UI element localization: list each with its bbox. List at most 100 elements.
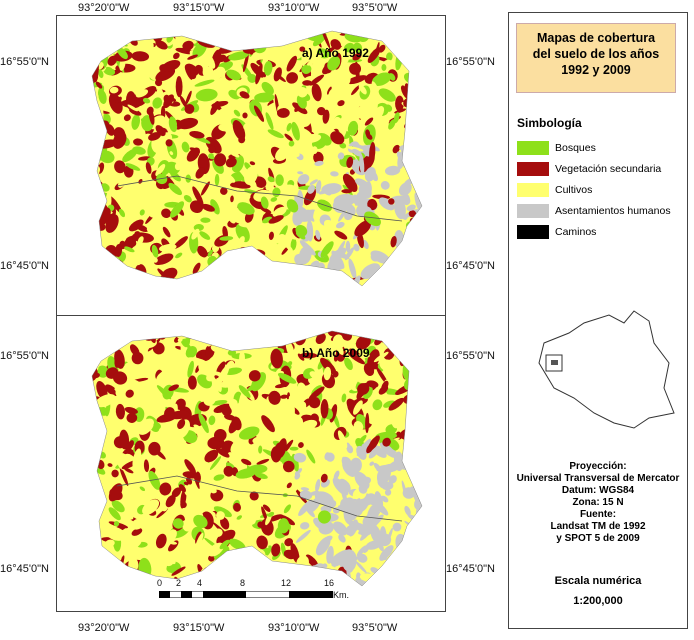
land-cover-patch — [167, 540, 178, 545]
land-cover-patch — [322, 109, 330, 124]
land-cover-patch — [92, 580, 100, 586]
panel-title: a) Año 1992 — [302, 46, 369, 60]
land-cover-patch — [171, 566, 186, 576]
land-cover-patch — [341, 189, 353, 194]
land-cover-patch — [375, 31, 382, 36]
land-cover-patch — [108, 483, 123, 502]
land-cover-patch — [388, 397, 405, 411]
land-cover-patch — [388, 272, 398, 284]
land-cover-patch — [162, 284, 168, 286]
land-cover-patch — [153, 253, 174, 266]
land-cover-patch — [198, 331, 214, 335]
land-cover-patch — [373, 96, 378, 114]
land-cover-patch — [297, 382, 307, 395]
land-cover-patch — [213, 403, 232, 414]
land-cover-patch — [414, 101, 422, 118]
land-cover-patch — [300, 522, 310, 530]
land-cover-patch — [381, 331, 398, 342]
land-cover-patch — [98, 69, 104, 79]
land-cover-patch — [412, 377, 422, 388]
lat-label: 16°55'0"N — [446, 56, 495, 68]
land-cover-patch — [115, 244, 123, 257]
land-cover-patch — [392, 144, 400, 154]
land-cover-patch — [230, 385, 235, 400]
land-cover-patch — [144, 278, 152, 286]
land-cover-patch — [157, 201, 165, 209]
legend-label: Bosques — [555, 142, 596, 154]
land-cover-patch — [388, 119, 396, 130]
land-cover-patch — [134, 331, 139, 339]
land-cover-patch — [382, 437, 391, 447]
land-cover-patch — [343, 458, 350, 467]
land-cover-patch — [287, 486, 298, 494]
land-cover-patch — [92, 514, 97, 525]
land-cover-patch — [184, 459, 196, 475]
land-cover-map-1992 — [91, 30, 423, 287]
land-cover-patch — [384, 104, 393, 112]
land-cover-patch — [265, 273, 283, 283]
land-cover-patch — [191, 331, 204, 333]
land-cover-patch — [408, 50, 419, 65]
land-cover-patch — [98, 331, 104, 333]
land-cover-patch — [178, 484, 186, 493]
land-cover-patch — [191, 228, 200, 240]
land-cover-patch — [295, 331, 308, 337]
land-cover-patch — [208, 554, 215, 562]
land-cover-patch — [371, 72, 392, 86]
land-cover-patch — [181, 281, 187, 286]
land-cover-patch — [298, 499, 313, 517]
land-cover-patch — [92, 552, 99, 565]
land-cover-patch — [402, 487, 415, 499]
land-cover-patch — [178, 445, 186, 452]
land-cover-patch — [398, 260, 410, 276]
land-cover-patch — [295, 529, 311, 543]
land-cover-patch — [273, 67, 282, 82]
land-cover-patch — [420, 438, 422, 460]
land-cover-patch — [92, 52, 94, 66]
land-cover-patch — [174, 161, 183, 171]
land-cover-patch — [330, 281, 339, 286]
land-cover-patch — [392, 522, 402, 532]
land-cover-patch — [346, 31, 355, 34]
land-cover-patch — [95, 394, 116, 408]
legend-title: Mapas de cobertura del suelo de los años… — [516, 23, 676, 93]
land-cover-patch — [227, 269, 238, 276]
land-cover-patch — [107, 446, 115, 455]
land-cover-patch — [346, 75, 367, 85]
land-cover-patch — [384, 322, 396, 331]
land-cover-patch — [103, 66, 116, 76]
land-cover-patch — [409, 50, 418, 54]
land-cover-patch — [225, 157, 237, 168]
land-cover-patch — [299, 490, 313, 500]
land-cover-patch — [265, 180, 275, 191]
land-cover-patch — [323, 219, 338, 235]
map-panel-1992: a) Año 1992 — [56, 15, 446, 317]
land-cover-patch — [409, 55, 422, 67]
land-cover-patch — [402, 345, 412, 359]
land-cover-patch — [268, 215, 284, 224]
land-cover-patch — [378, 88, 396, 102]
land-cover-patch — [346, 156, 354, 168]
legend-label: Vegetación secundaria — [555, 163, 662, 175]
land-cover-patch — [332, 370, 339, 378]
land-cover-patch — [92, 564, 103, 578]
land-cover-patch — [224, 34, 239, 45]
land-cover-patch — [123, 539, 142, 553]
land-cover-patch — [304, 75, 314, 82]
land-cover-patch — [113, 521, 120, 527]
land-cover-patch — [345, 240, 351, 253]
land-cover-patch — [238, 426, 260, 440]
land-cover-patch — [283, 504, 291, 514]
land-cover-patch — [311, 146, 318, 154]
land-cover-patch — [377, 331, 385, 341]
land-cover-patch — [416, 153, 422, 167]
land-cover-patch — [247, 73, 257, 83]
swatch — [517, 225, 549, 239]
land-cover-patch — [340, 485, 348, 507]
land-cover-patch — [209, 456, 222, 470]
land-cover-patch — [339, 142, 347, 149]
land-cover-patch — [99, 560, 115, 574]
land-cover-patch — [270, 446, 282, 463]
land-cover-patch — [187, 344, 194, 357]
